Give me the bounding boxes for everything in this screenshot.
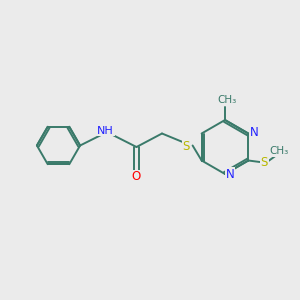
Text: N: N: [249, 125, 258, 139]
Text: N: N: [226, 167, 235, 181]
Text: CH₃: CH₃: [269, 146, 289, 157]
Text: S: S: [182, 140, 190, 154]
Text: CH₃: CH₃: [217, 95, 236, 105]
Text: S: S: [261, 155, 268, 169]
Text: O: O: [132, 170, 141, 184]
Text: NH: NH: [97, 126, 114, 136]
